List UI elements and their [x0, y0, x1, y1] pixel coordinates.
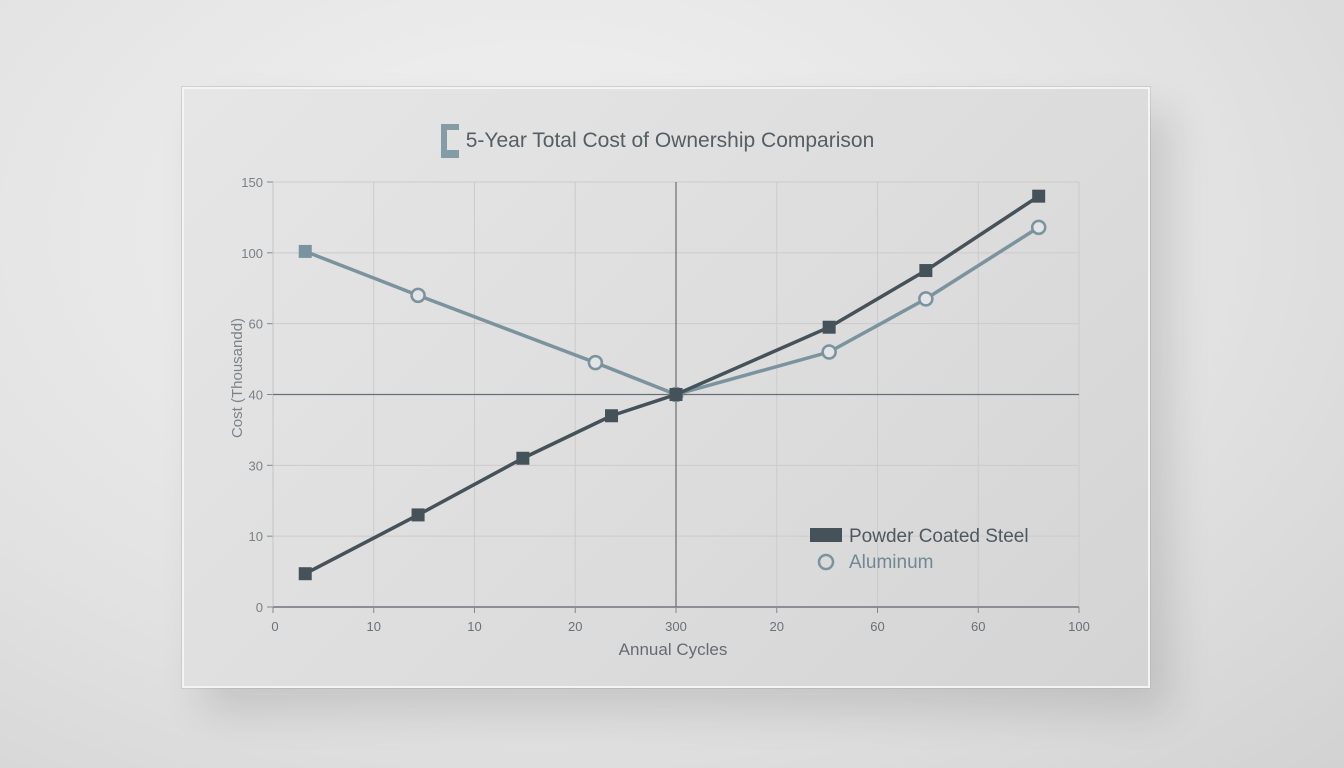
data-point-square [516, 451, 530, 465]
legend-swatch-aluminum [817, 553, 835, 571]
data-point-square [669, 388, 683, 401]
x-tick-label: 100 [1068, 619, 1090, 634]
data-point-square [919, 264, 933, 278]
x-tick-label: 20 [568, 619, 582, 634]
legend: Powder Coated Steel Aluminum [810, 526, 1029, 573]
x-tick-label: 10 [467, 619, 481, 634]
chart-title: 5-Year Total Cost of Ownership Compariso… [466, 129, 875, 152]
data-point-square [411, 508, 425, 522]
x-tick-label: 60 [870, 619, 884, 634]
chart-panel [182, 87, 1150, 688]
data-point-circle [918, 291, 934, 307]
x-tick-label: 20 [770, 619, 784, 634]
x-tick-label: 10 [367, 619, 381, 634]
data-point-square [822, 320, 836, 334]
chart-title-icon [441, 124, 459, 158]
data-point-square [1032, 189, 1046, 203]
x-tick-label: 60 [971, 619, 985, 634]
data-point-square [298, 244, 312, 258]
y-tick-label: 60 [249, 317, 263, 332]
series-line-steel [304, 194, 1040, 576]
data-point-circle [410, 287, 426, 304]
y-tick-label: 40 [249, 388, 263, 403]
y-tick-label: 0 [256, 600, 263, 615]
y-tick-label: 10 [249, 529, 263, 544]
x-tick-label: 0 [271, 619, 278, 634]
y-axis-label: Cost (Thousandd) [229, 318, 246, 438]
legend-label-aluminum: Aluminum [849, 552, 933, 573]
y-tick-label: 150 [241, 175, 263, 190]
legend-swatch-steel [810, 528, 842, 542]
x-axis-label: Annual Cycles [619, 640, 728, 659]
data-point-circle [1030, 219, 1047, 236]
data-point-circle [587, 354, 604, 371]
y-tick-label: 100 [241, 246, 263, 261]
x-tick-label: 300 [665, 619, 687, 634]
data-point-circle [821, 344, 837, 360]
data-point-square [605, 409, 619, 423]
y-tick-label: 30 [249, 458, 263, 473]
data-point-square [298, 567, 312, 581]
legend-label-steel: Powder Coated Steel [849, 526, 1029, 547]
title-group: 5-Year Total Cost of Ownership Compariso… [441, 124, 874, 158]
